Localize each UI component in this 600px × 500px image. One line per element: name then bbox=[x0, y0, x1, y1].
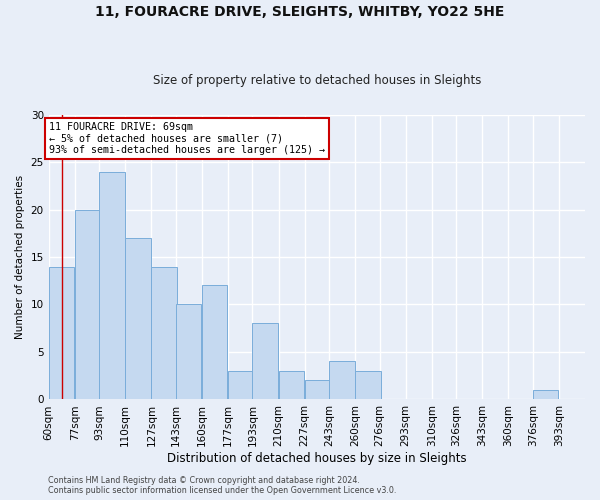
Text: 11, FOURACRE DRIVE, SLEIGHTS, WHITBY, YO22 5HE: 11, FOURACRE DRIVE, SLEIGHTS, WHITBY, YO… bbox=[95, 5, 505, 19]
Bar bbox=[176, 304, 202, 400]
Bar bbox=[278, 371, 304, 400]
Bar bbox=[202, 286, 227, 400]
Bar bbox=[75, 210, 100, 400]
Bar bbox=[125, 238, 151, 400]
Bar bbox=[99, 172, 125, 400]
Y-axis label: Number of detached properties: Number of detached properties bbox=[15, 175, 25, 339]
Bar bbox=[305, 380, 330, 400]
Bar bbox=[49, 266, 74, 400]
Bar bbox=[253, 324, 278, 400]
Title: Size of property relative to detached houses in Sleights: Size of property relative to detached ho… bbox=[152, 74, 481, 87]
Bar bbox=[228, 371, 254, 400]
X-axis label: Distribution of detached houses by size in Sleights: Distribution of detached houses by size … bbox=[167, 452, 467, 465]
Bar bbox=[329, 362, 355, 400]
Text: 11 FOURACRE DRIVE: 69sqm
← 5% of detached houses are smaller (7)
93% of semi-det: 11 FOURACRE DRIVE: 69sqm ← 5% of detache… bbox=[49, 122, 325, 156]
Text: Contains HM Land Registry data © Crown copyright and database right 2024.
Contai: Contains HM Land Registry data © Crown c… bbox=[48, 476, 397, 495]
Bar bbox=[533, 390, 559, 400]
Bar bbox=[151, 266, 177, 400]
Bar bbox=[355, 371, 381, 400]
